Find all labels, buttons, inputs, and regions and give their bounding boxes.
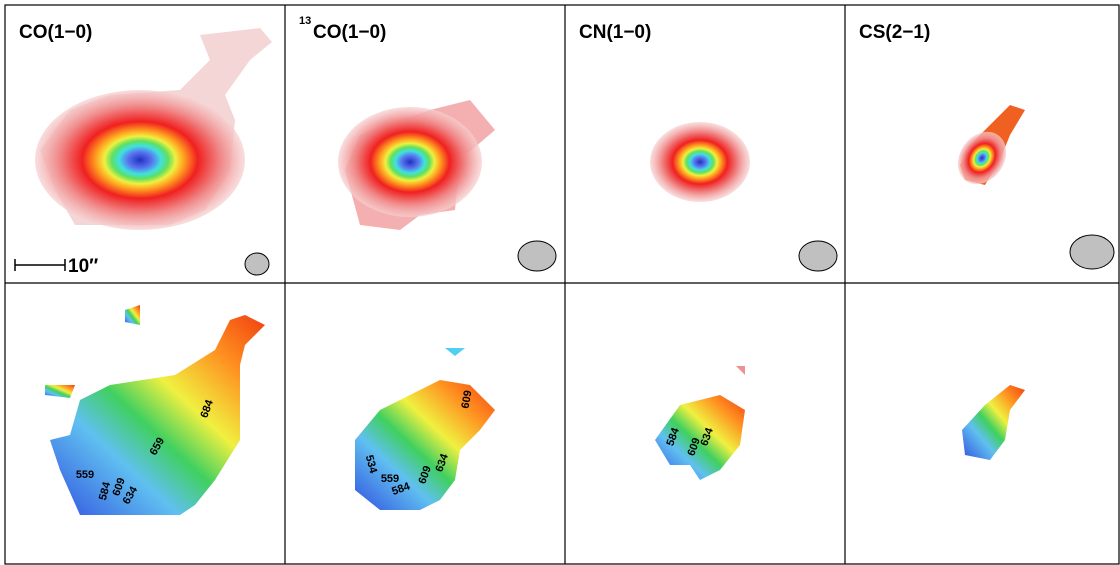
panel-title: CO(1−0) — [19, 22, 92, 43]
panel-borders — [4, 4, 1120, 565]
panel-title: CO(1−0) — [313, 22, 386, 43]
intensity-maps — [14, 28, 1115, 276]
contour-label: 559 — [381, 473, 399, 485]
title-superscript: 13 — [299, 15, 311, 27]
contour-label: 559 — [76, 469, 94, 481]
contour-label: 584 — [97, 480, 114, 502]
panel-title: CS(2−1) — [859, 22, 930, 43]
contour-label: 609 — [685, 436, 703, 457]
contour-label: 534 — [363, 454, 380, 476]
labels: CO(1−0)10″55958460963465968413CO(1−0)534… — [19, 15, 930, 506]
panel-title: CN(1−0) — [579, 22, 651, 43]
scale-label: 10″ — [68, 256, 98, 277]
velocity-maps — [45, 305, 1025, 515]
contour-label: 609 — [460, 389, 475, 409]
contour-label: 609 — [416, 464, 434, 485]
contour-label: 609 — [110, 476, 128, 497]
